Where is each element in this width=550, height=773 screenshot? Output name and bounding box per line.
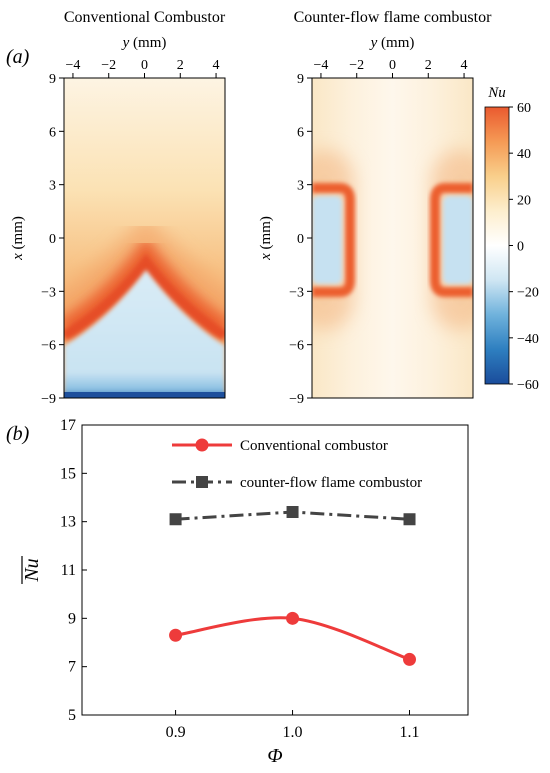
axes-counterflow: −4 −2 0 2 4 9 6 3 0 −3 −6 −9 bbox=[289, 58, 467, 407]
conv-ytick-label-0: 9 bbox=[49, 72, 56, 87]
axes-conventional: −4 −2 0 2 4 9 6 3 0 −3 −6 −9 bbox=[41, 58, 219, 407]
line-xaxis-label: Φ bbox=[267, 745, 282, 767]
legend-label-0: Conventional combustor bbox=[240, 438, 388, 454]
conv-ytick-label-4: −3 bbox=[41, 285, 56, 300]
legend-label-1: counter-flow flame combustor bbox=[240, 475, 422, 491]
conv-xtick-label-4: 4 bbox=[213, 58, 220, 73]
colorbar: Nu 60 40 20 0 −20 −40 −60 bbox=[484, 85, 539, 393]
cf-ytick-label-3: 0 bbox=[297, 232, 304, 247]
line-ytick-label-5: 15 bbox=[60, 465, 76, 482]
heatmap-conventional: Conventional Combustor −4 −2 0 2 4 9 6 3 0 −3 −6 −9… bbox=[10, 9, 226, 407]
conv-xtick-label-3: 2 bbox=[177, 58, 184, 73]
series-1-point-2 bbox=[403, 513, 416, 526]
legend-marker-0 bbox=[195, 438, 209, 452]
line-chart-legend: Conventional combustor counter-flow flame… bbox=[172, 438, 422, 491]
yaxis-label-counterflow: x (mm) bbox=[258, 216, 274, 261]
conv-xtick-label-2: 0 bbox=[141, 58, 148, 73]
cf-ytick-label-2: 3 bbox=[297, 179, 304, 194]
line-xtick-label-0: 0.9 bbox=[166, 724, 186, 741]
conv-ytick-label-5: −6 bbox=[41, 339, 56, 354]
line-yaxis-label-text: Nu bbox=[21, 558, 43, 582]
legend-marker-1 bbox=[196, 476, 208, 488]
cf-xtick-label-3: 2 bbox=[425, 58, 432, 73]
conv-ytick-label-2: 3 bbox=[49, 179, 56, 194]
cf-xtick-label-4: 4 bbox=[461, 58, 468, 73]
colorbar-bar bbox=[484, 106, 510, 385]
line-ytick-label-4: 13 bbox=[60, 514, 76, 531]
cf-ytick-label-4: −3 bbox=[289, 285, 304, 300]
cf-xtick-label-1: −2 bbox=[349, 58, 364, 73]
line-yaxis-label: Nu bbox=[21, 556, 43, 584]
line-chart-series bbox=[169, 506, 417, 666]
heatmap-title-conventional: Conventional Combustor bbox=[64, 9, 226, 26]
line-xtick-label-2: 1.1 bbox=[400, 724, 420, 741]
colorbar-tick-label-1: 40 bbox=[517, 147, 531, 162]
yaxis-label-conventional: x (mm) bbox=[10, 216, 26, 261]
colorbar-tick-label-2: 20 bbox=[517, 193, 531, 208]
panel-label-b: (b) bbox=[6, 423, 30, 445]
colorbar-tick-label-6: −60 bbox=[517, 378, 539, 393]
series-0-point-0 bbox=[169, 628, 183, 642]
colorbar-tick-label-3: 0 bbox=[517, 240, 524, 255]
series-1-point-1 bbox=[286, 506, 299, 518]
cf-ytick-label-0: 9 bbox=[297, 72, 304, 87]
colorbar-tick-label-0: 60 bbox=[517, 101, 531, 116]
line-xtick-label-1: 1.0 bbox=[283, 724, 303, 741]
conv-ytick-label-1: 6 bbox=[49, 125, 56, 140]
line-chart-frame bbox=[81, 424, 469, 716]
xaxis-label-counterflow: y (mm) bbox=[369, 35, 415, 51]
line-ytick-label-0: 5 bbox=[68, 707, 76, 724]
heatmap-counterflow: Counter-flow flame combustor −4 −2 0 2 4 9 6 3 0… bbox=[258, 9, 492, 407]
conv-xtick-label-0: −4 bbox=[65, 58, 80, 73]
line-ytick-label-3: 11 bbox=[61, 562, 76, 579]
conv-xtick-label-1: −2 bbox=[101, 58, 116, 73]
cf-ytick-label-6: −9 bbox=[289, 392, 304, 407]
panel-label-a: (a) bbox=[6, 46, 30, 68]
heatmap-title-counterflow: Counter-flow flame combustor bbox=[294, 9, 493, 26]
series-1-point-0 bbox=[169, 513, 182, 526]
cf-xtick-label-0: −4 bbox=[313, 58, 328, 73]
field-conventional bbox=[64, 78, 225, 398]
cf-xtick-label-2: 0 bbox=[389, 58, 396, 73]
line-chart: 0.9 1.0 1.1 5 7 9 11 13 15 17 Conventional combus… bbox=[21, 417, 469, 767]
colorbar-label: Nu bbox=[487, 85, 506, 101]
colorbar-tick-label-5: −40 bbox=[517, 332, 539, 347]
line-chart-axes: 0.9 1.0 1.1 5 7 9 11 13 15 17 bbox=[60, 417, 420, 741]
xaxis-label-conventional: y (mm) bbox=[121, 35, 167, 51]
conv-ytick-label-6: −9 bbox=[41, 392, 56, 407]
series-0-point-2 bbox=[403, 652, 417, 666]
series-0-point-1 bbox=[286, 611, 300, 625]
cf-ytick-label-5: −6 bbox=[289, 339, 304, 354]
colorbar-tick-label-4: −20 bbox=[517, 286, 539, 301]
line-ytick-label-6: 17 bbox=[60, 417, 76, 434]
line-ytick-label-1: 7 bbox=[68, 659, 76, 676]
cf-ytick-label-1: 6 bbox=[297, 125, 304, 140]
colorbar-ticks: 60 40 20 0 −20 −40 −60 bbox=[509, 101, 539, 393]
line-ytick-label-2: 9 bbox=[68, 610, 76, 627]
field-counterflow bbox=[312, 78, 473, 398]
conv-ytick-label-3: 0 bbox=[49, 232, 56, 247]
